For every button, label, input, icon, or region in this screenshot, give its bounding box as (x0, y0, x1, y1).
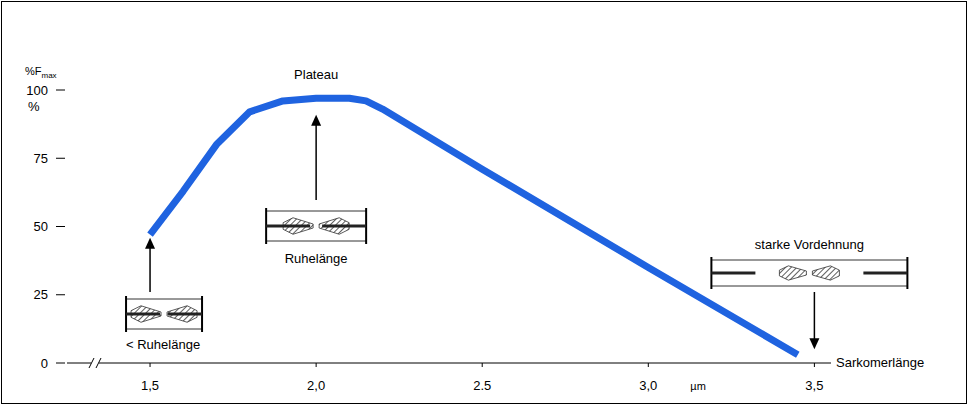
sarcomere-icon (266, 208, 366, 244)
annotation-label: Plateau (294, 67, 338, 82)
x-tick-label: 2,0 (307, 378, 325, 393)
annotation-label: < Ruhelänge (126, 337, 200, 352)
actin (126, 313, 160, 316)
sarcomere-border (711, 260, 907, 261)
x-tick (648, 363, 649, 367)
frame (2, 2, 967, 404)
actin (863, 272, 907, 275)
sarcomere-border (126, 299, 202, 300)
x-tick-label: 3,0 (639, 378, 657, 393)
plot-area (150, 98, 798, 355)
x-axis-line (67, 363, 831, 364)
y-axis-title-main: %F (25, 65, 42, 77)
y-tick-label: 25 (34, 287, 48, 302)
annotation-label: Ruhelänge (285, 251, 348, 266)
force-length-line (150, 98, 798, 355)
myosin (779, 266, 806, 280)
x-tick (482, 363, 483, 367)
x-tick-label: 2.5 (473, 378, 491, 393)
axis-break (96, 358, 101, 368)
x-tick (150, 363, 151, 367)
sarcomere-border (126, 329, 202, 330)
sarcomere-icon (126, 296, 202, 332)
actin (322, 225, 366, 228)
chart: 0 25 50 75 100 %Fmax% 1,5 2,0 2.5 3,0 3,5 µm Sarkome… (0, 0, 968, 405)
x-axis-unit: µm (690, 380, 706, 392)
x-tick (316, 363, 317, 367)
y-tick-label: 50 (34, 219, 48, 234)
annotation-arrow (145, 238, 155, 292)
annotation-label: starke Vordehnung (755, 237, 864, 252)
annotation-arrow (311, 115, 321, 200)
y-tick (56, 363, 65, 364)
y-tick-label: 0 (41, 356, 48, 371)
arrow-head (809, 338, 819, 349)
y-axis-title: %Fmax (25, 65, 57, 80)
annotation-arrow (809, 292, 819, 349)
sarcomere-border (266, 241, 366, 242)
y-tick-label: 75 (34, 151, 48, 166)
x-tick-label: 3,5 (805, 378, 823, 393)
x-axis-title: Sarkomerlänge (836, 355, 924, 370)
sarcomere-border (711, 286, 907, 287)
axis-break (89, 358, 94, 368)
arrow-head (145, 238, 155, 249)
y-tick (56, 294, 65, 295)
y-tick (56, 226, 65, 227)
y-axis-title-sub: max (42, 71, 57, 80)
y-tick-label: 100 (26, 83, 48, 98)
y-tick (56, 90, 65, 91)
arrow-shaft (315, 124, 317, 200)
arrow-shaft (814, 292, 816, 340)
sarcomere-border (266, 211, 366, 212)
actin (168, 313, 202, 316)
actin (711, 272, 755, 275)
y-tick (56, 158, 65, 159)
myosin (812, 266, 839, 280)
arrow-head (311, 115, 321, 126)
y-axis-unit: % (28, 99, 40, 114)
arrow-shaft (149, 247, 151, 292)
x-tick (814, 363, 815, 367)
actin (266, 225, 310, 228)
sarcomere-icon (711, 257, 907, 289)
x-tick-label: 1,5 (141, 378, 159, 393)
